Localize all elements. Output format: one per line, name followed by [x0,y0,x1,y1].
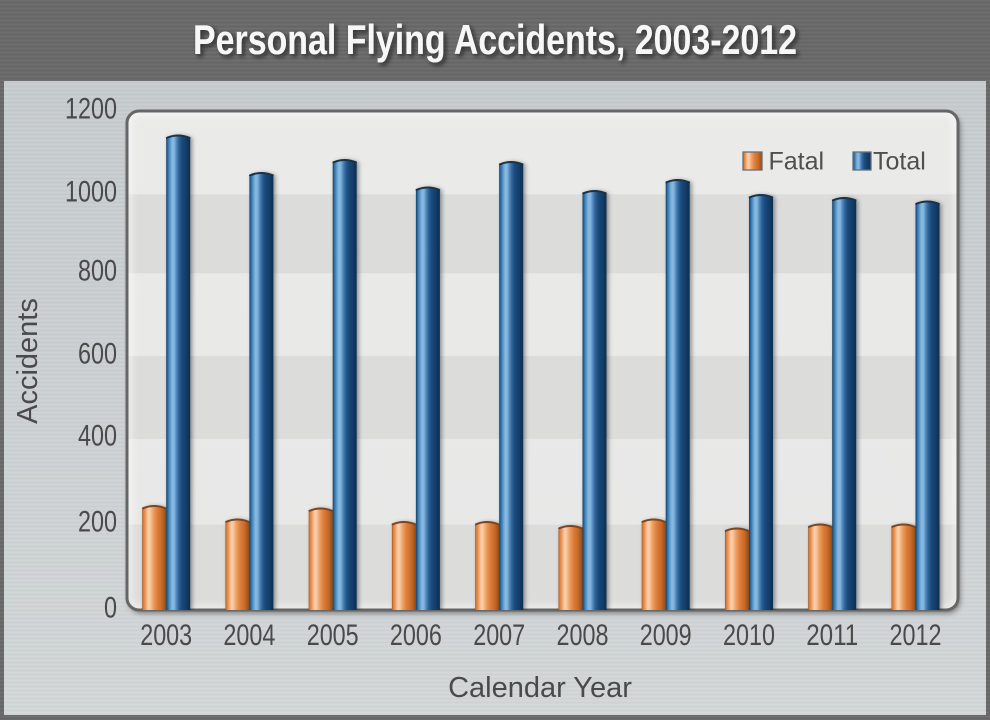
svg-text:2008: 2008 [557,619,609,652]
svg-text:Fatal: Fatal [769,148,825,176]
svg-text:2010: 2010 [723,619,775,652]
svg-text:600: 600 [78,338,117,371]
svg-text:2012: 2012 [890,619,942,652]
svg-text:800: 800 [78,255,117,288]
svg-text:2007: 2007 [473,619,525,652]
svg-text:Total: Total [873,148,926,176]
svg-text:1200: 1200 [65,93,117,126]
svg-text:Personal Flying Accidents, 200: Personal Flying Accidents, 2003-2012 [193,16,797,63]
svg-text:0: 0 [104,592,117,625]
svg-text:400: 400 [78,420,117,453]
svg-text:2011: 2011 [806,619,858,652]
svg-text:2003: 2003 [140,619,192,652]
svg-text:Accidents: Accidents [12,298,44,424]
svg-text:200: 200 [78,506,117,539]
svg-text:2009: 2009 [640,619,692,652]
svg-text:2006: 2006 [390,619,442,652]
svg-text:1000: 1000 [65,176,117,209]
svg-text:2005: 2005 [307,619,359,652]
svg-text:Calendar Year: Calendar Year [448,672,632,704]
svg-text:2004: 2004 [223,619,275,652]
